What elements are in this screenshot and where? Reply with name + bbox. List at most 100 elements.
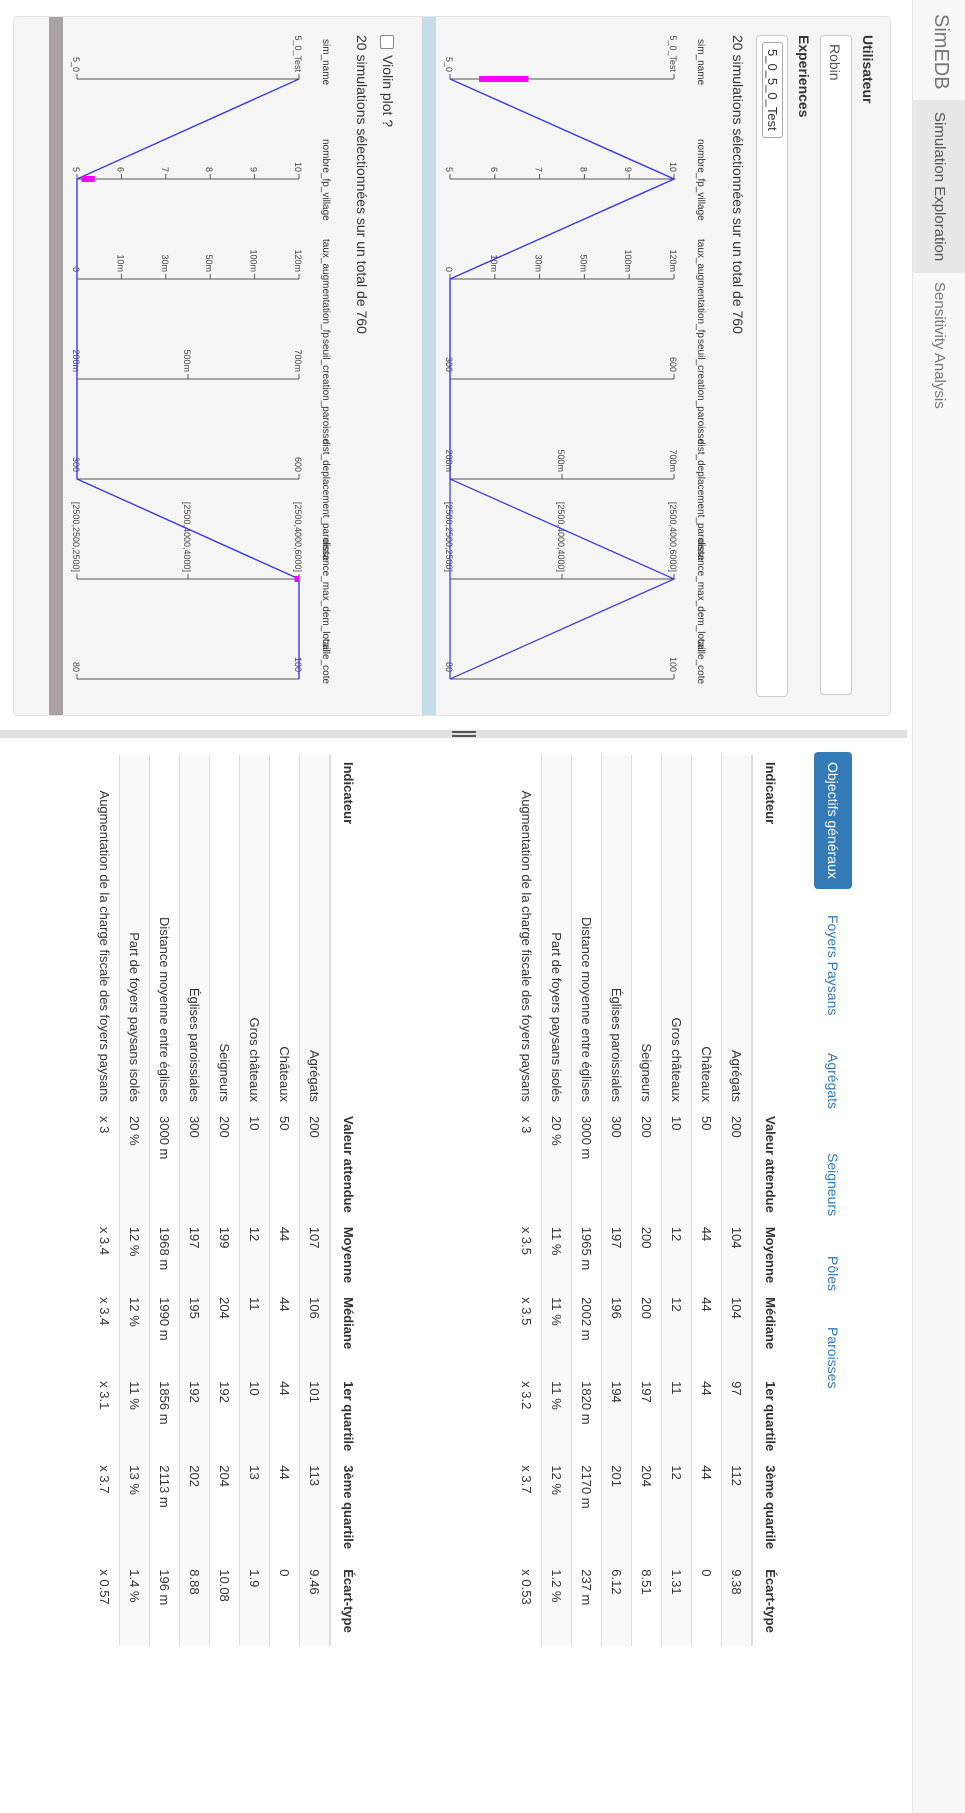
table-cell: 237 m	[571, 1562, 602, 1647]
violin-checkbox[interactable]	[379, 35, 394, 49]
tick-label: 0	[71, 267, 81, 272]
table-cell: Seigneurs	[631, 755, 662, 1109]
column-header[interactable]: Valeur attendue	[752, 1109, 789, 1220]
table-cell: 10.08	[209, 1562, 240, 1647]
table-row: Gros châteaux 10 12 12 11 12 1.31	[661, 755, 692, 1647]
tick-label: 100m	[623, 249, 633, 272]
table-cell: 50	[269, 1109, 300, 1220]
table-cell: 12	[661, 1458, 692, 1563]
table-cell: 8.88	[179, 1562, 210, 1647]
table-cell: 192	[209, 1374, 240, 1459]
tick-label: 9	[623, 167, 633, 172]
table-cell: 104	[721, 1219, 752, 1291]
column-header[interactable]: Moyenne	[330, 1219, 367, 1291]
column-header[interactable]: Écart-type	[330, 1562, 367, 1647]
column-header[interactable]: Écart-type	[752, 1562, 789, 1647]
tab-paroisses[interactable]: Paroisses	[825, 1327, 841, 1389]
parcoords-svg-1[interactable]: sim_name 5_0_Test 5_0 nombre_fp_village 10 9 8…	[422, 17, 714, 715]
table-cell: 3000 m	[149, 1109, 180, 1220]
tab-agregats[interactable]: Agrégats	[825, 1053, 841, 1110]
table-cell: 300	[179, 1109, 210, 1220]
column-header[interactable]: Valeur attendue	[330, 1109, 367, 1220]
table-cell: 50	[691, 1109, 722, 1220]
tick-label: 600	[668, 357, 678, 372]
axis-label-dist_deplacement_paroisse: dist_deplacement_paroisse	[695, 439, 706, 561]
experience-tag[interactable]: 5_0_5_0_Test	[762, 42, 783, 138]
table-cell: Châteaux	[269, 755, 300, 1109]
table-cell: 11	[239, 1290, 270, 1375]
table-cell: 106	[299, 1290, 330, 1375]
axis-label-seuil_creation_paroisse: seuil_creation_paroisse	[320, 339, 331, 445]
tick-label: 100	[293, 657, 303, 672]
table-cell: 12 %	[541, 1458, 572, 1563]
tab-foyers-paysans[interactable]: Foyers Paysans	[825, 915, 841, 1016]
parcoords-svg-2[interactable]: sim_name 5_0_Test 5_0 nombre_fp_village 10 9 8…	[49, 17, 339, 715]
tick-label: 700m	[293, 349, 303, 372]
column-header[interactable]: Indicateur	[752, 755, 789, 1109]
tick-label: 120m	[668, 249, 678, 272]
tick-label: 120m	[293, 249, 303, 272]
table-row: Gros châteaux 10 12 11 10 13 1.9	[239, 755, 270, 1647]
tick-label: 30m	[534, 254, 544, 272]
tab-simulation-exploration[interactable]: Simulation Exploration	[913, 100, 965, 274]
table-cell: 104	[721, 1290, 752, 1375]
tick-label: 6	[489, 167, 499, 172]
tick-label: 8	[578, 167, 588, 172]
table-cell: Augmentation de la charge fiscale des fo…	[90, 755, 120, 1109]
tick-label: [2500,4000,4000]	[556, 502, 566, 572]
tick-label: 200m	[444, 449, 454, 472]
table-cell: x 0.57	[90, 1562, 120, 1647]
table-header-row: Indicateur Valeur attendue Moyenne Médiane 1…	[330, 755, 367, 1647]
table-cell: 10	[661, 1109, 692, 1220]
column-header[interactable]: Médiane	[752, 1290, 789, 1375]
table-cell: x 3.2	[512, 1374, 542, 1459]
violin-checkbox-row[interactable]: Violin plot ?	[379, 35, 396, 128]
column-header[interactable]: 1er quartile	[330, 1374, 367, 1459]
table-cell: 201	[601, 1458, 632, 1563]
table-cell: 9.38	[721, 1562, 752, 1647]
tick-label: [2500,2500,2500]	[71, 502, 81, 572]
table-cell: 44	[691, 1290, 722, 1375]
stats-table-1: Indicateur Valeur attendue Moyenne Médiane 1…	[512, 755, 789, 1647]
table-cell: 44	[691, 1458, 722, 1563]
axis-label-sim_name: sim_name	[320, 39, 331, 86]
tab-poles[interactable]: Pôles	[825, 1256, 841, 1292]
table-cell: 12	[661, 1290, 692, 1375]
table-cell: Gros châteaux	[239, 755, 270, 1109]
violin-label: Violin plot ?	[380, 55, 396, 128]
table-row: Distance moyenne entre églises 3000 m 1968…	[149, 755, 180, 1647]
table-cell: 1.4 %	[119, 1562, 150, 1647]
table-cell: 44	[269, 1374, 300, 1459]
table-cell: 44	[269, 1219, 300, 1291]
user-value: Robin	[827, 44, 843, 81]
column-header[interactable]: Indicateur	[330, 755, 367, 1109]
table-cell: 10	[239, 1374, 270, 1459]
column-header[interactable]: 3ème quartile	[330, 1458, 367, 1563]
column-header[interactable]: Médiane	[330, 1290, 367, 1375]
axis-label-distance_max_dem_local: distance_max_dem_local	[695, 539, 706, 652]
table-row: Châteaux 50 44 44 44 44 0	[269, 755, 300, 1647]
column-header[interactable]: Moyenne	[752, 1219, 789, 1291]
column-header[interactable]: 3ème quartile	[752, 1458, 789, 1563]
user-select[interactable]: Robin	[820, 35, 852, 695]
experiences-select[interactable]: 5_0_5_0_Test	[756, 35, 788, 697]
brand[interactable]: SimEDB	[930, 14, 952, 90]
table-cell: 20 %	[119, 1109, 150, 1220]
table-cell: 1965 m	[571, 1219, 602, 1291]
table-cell: 192	[179, 1374, 210, 1459]
tab-sensitivity-analysis[interactable]: Sensitivity Analysis	[931, 282, 948, 409]
tab-seigneurs[interactable]: Seigneurs	[825, 1153, 841, 1217]
table-cell: 194	[601, 1374, 632, 1459]
table-row: Agrégats 200 107 106 101 113 9.46	[299, 755, 330, 1647]
table-cell: x 3	[90, 1109, 120, 1220]
tab-objectifs-generaux[interactable]: Objectifs généraux	[814, 752, 852, 889]
column-header[interactable]: 1er quartile	[752, 1374, 789, 1459]
tick-label: 9	[249, 167, 259, 172]
table-cell: 12	[661, 1219, 692, 1291]
parallel-coordinates-2[interactable]: sim_name 5_0_Test 5_0 nombre_fp_village 10 9 8…	[49, 17, 339, 715]
parallel-coordinates-1[interactable]: sim_name 5_0_Test 5_0 nombre_fp_village 10 9 8…	[422, 17, 714, 715]
table-cell: 12 %	[119, 1219, 150, 1291]
tick-label: 200m	[71, 349, 81, 372]
splitter-grip[interactable]	[452, 731, 476, 737]
table-cell: Distance moyenne entre églises	[571, 755, 602, 1109]
